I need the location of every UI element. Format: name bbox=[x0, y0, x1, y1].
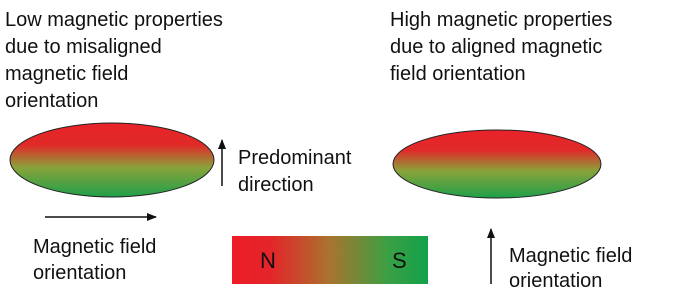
left-field-label: Magnetic field orientation bbox=[33, 236, 162, 284]
right-field-label: Magnetic field orientation bbox=[509, 245, 638, 291]
north-pole: N bbox=[260, 248, 276, 273]
predominant-label: Predominant direction bbox=[238, 147, 357, 196]
aligned-grain bbox=[393, 130, 601, 198]
south-pole: S bbox=[392, 248, 407, 273]
diagram: Low magnetic properties due to misaligne… bbox=[0, 0, 673, 291]
misaligned-grain bbox=[10, 123, 214, 197]
left-caption: Low magnetic properties due to misaligne… bbox=[5, 9, 228, 112]
right-caption: High magnetic properties due to aligned … bbox=[390, 9, 618, 85]
